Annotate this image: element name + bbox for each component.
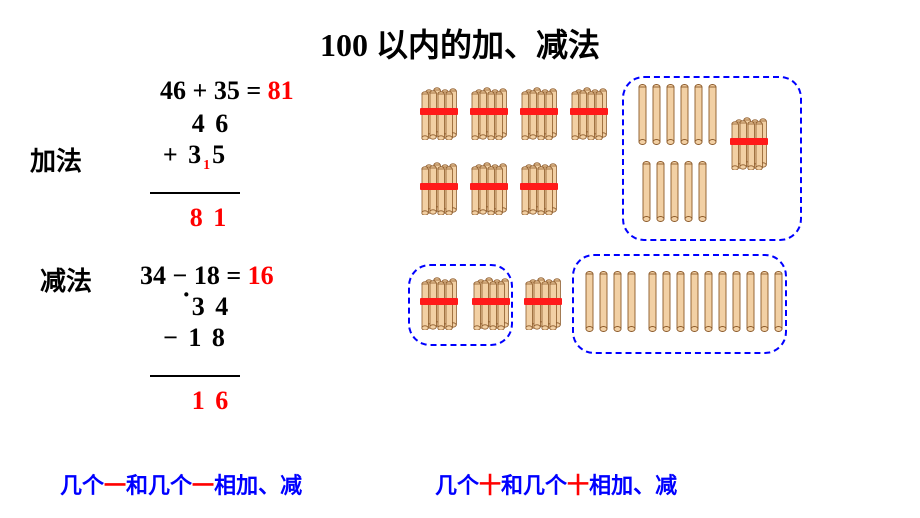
single-stick-icon — [694, 84, 702, 144]
single-stick-icon — [585, 271, 593, 331]
addition-equation: 46 + 35 = 81 — [160, 76, 294, 106]
subtraction-equation: 34 − 18 = 16 — [140, 261, 274, 291]
stick-bundle-icon — [470, 86, 510, 140]
single-stick-icon — [684, 161, 692, 221]
single-stick-icon — [666, 84, 674, 144]
br-r1: 十 — [479, 473, 501, 498]
sub-eq-result: 16 — [248, 261, 274, 290]
addition-label: 加法 — [30, 141, 82, 178]
single-stick-icon — [613, 271, 621, 331]
single-stick-icon — [656, 161, 664, 221]
add-v-r8: 8 — [190, 203, 205, 232]
sub-v-row2: − 1 8 — [150, 322, 240, 353]
single-stick-icon — [627, 271, 635, 331]
sub-v-result: 1 6 — [150, 385, 240, 416]
single-stick-icon — [760, 271, 768, 331]
stick-bundle-icon — [420, 161, 460, 215]
stick-bundle-icon — [570, 86, 610, 140]
add-v-row2: + 315 — [150, 139, 240, 170]
single-stick-icon — [732, 271, 740, 331]
single-stick-icon — [599, 271, 607, 331]
br-2: 和几个 — [501, 473, 567, 498]
sub-v-row1: 3 4 — [150, 291, 240, 322]
single-stick-icon — [774, 271, 782, 331]
bottom-text-right: 几个十和几个十相加、减 — [435, 468, 677, 500]
page-title: 100 以内的加、减法 — [0, 0, 920, 76]
single-stick-icon — [746, 271, 754, 331]
single-stick-icon — [670, 161, 678, 221]
stick-bundle-icon — [420, 276, 460, 330]
stick-bundle-icon — [520, 161, 560, 215]
single-stick-icon — [690, 271, 698, 331]
single-stick-icon — [680, 84, 688, 144]
br-1: 几个 — [435, 473, 479, 498]
single-stick-icon — [638, 84, 646, 144]
stick-bundle-icon — [470, 161, 510, 215]
single-stick-icon — [642, 161, 650, 221]
stick-bundle-icon — [472, 276, 512, 330]
bl-2: 和几个 — [126, 473, 192, 498]
bl-3: 相加、减 — [214, 473, 302, 498]
subtraction-label: 减法 — [40, 261, 92, 298]
sub-borrow-dot: · — [182, 279, 191, 310]
add-v-result: 8 1 — [150, 202, 240, 233]
add-v-row1: 4 6 — [150, 108, 240, 139]
stick-bundle-icon — [520, 86, 560, 140]
bl-r1: 一 — [104, 473, 126, 498]
single-stick-icon — [652, 84, 660, 144]
single-stick-icon — [676, 271, 684, 331]
single-stick-icon — [648, 271, 656, 331]
bottom-text-left: 几个一和几个一相加、减 — [60, 468, 302, 500]
br-r2: 十 — [567, 473, 589, 498]
addition-vertical: 4 6 + 315 8 1 — [150, 108, 240, 233]
add-v-op: + 3 — [163, 140, 203, 169]
add-eq-lhs: 46 + 35 = — [160, 76, 268, 105]
stick-bundle-icon — [730, 116, 770, 170]
single-stick-icon — [662, 271, 670, 331]
stick-bundle-icon — [420, 86, 460, 140]
br-3: 相加、减 — [589, 473, 677, 498]
bl-1: 几个 — [60, 473, 104, 498]
single-stick-icon — [718, 271, 726, 331]
subtraction-vertical: · 3 4 − 1 8 1 6 — [150, 291, 240, 416]
add-eq-result: 81 — [268, 76, 294, 105]
add-v-carry: 1 — [203, 158, 212, 173]
add-v-line — [150, 192, 240, 194]
add-v-r1: 1 — [205, 203, 229, 232]
add-v-end: 5 — [212, 140, 227, 169]
single-stick-icon — [704, 271, 712, 331]
sub-eq-lhs: 34 − 18 = — [140, 261, 248, 290]
bl-r2: 一 — [192, 473, 214, 498]
sub-v-line — [150, 375, 240, 377]
single-stick-icon — [708, 84, 716, 144]
single-stick-icon — [698, 161, 706, 221]
stick-bundle-icon — [524, 276, 564, 330]
